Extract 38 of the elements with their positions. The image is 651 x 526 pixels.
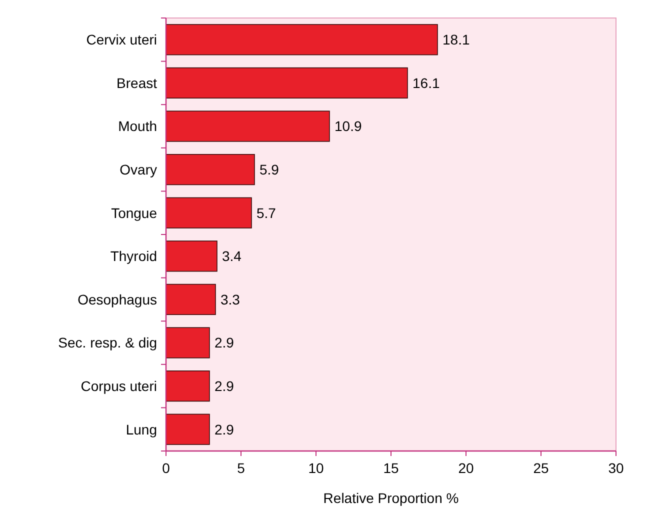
y-tick-label: Cervix uteri <box>86 32 157 48</box>
bar <box>166 327 210 358</box>
y-tick-label: Breast <box>116 74 158 91</box>
bar <box>166 197 252 228</box>
x-tick-label: 10 <box>308 460 324 476</box>
y-tick-label: Mouth <box>118 118 157 134</box>
data-label: 5.7 <box>256 204 276 221</box>
bar <box>166 154 255 186</box>
x-tick-label: 30 <box>608 460 624 476</box>
x-axis-title: Relative Proportion % <box>323 490 459 506</box>
data-label: 10.9 <box>334 118 362 134</box>
bar <box>166 370 210 402</box>
bar <box>166 110 330 142</box>
data-label: 16.1 <box>412 74 440 91</box>
y-tick-label: Sec. resp. & dig <box>58 334 157 351</box>
y-tick-label: Corpus uteri <box>80 378 157 394</box>
bar <box>166 240 218 272</box>
bar <box>166 67 408 99</box>
x-tick-label: 15 <box>383 460 399 476</box>
bar <box>166 284 216 316</box>
x-tick-label: 25 <box>533 460 549 476</box>
y-tick-label: Oesophagus <box>78 291 157 308</box>
data-label: 3.3 <box>220 291 240 308</box>
data-label: 5.9 <box>260 161 280 178</box>
x-tick-label: 0 <box>162 460 170 476</box>
data-label: 18.1 <box>442 32 470 48</box>
bar <box>166 24 438 56</box>
bar <box>166 414 210 445</box>
y-tick-label: Ovary <box>120 161 157 178</box>
y-tick-label: Tongue <box>111 204 158 221</box>
data-label: 2.9 <box>214 334 234 351</box>
data-label: 3.4 <box>222 248 242 264</box>
data-label: 2.9 <box>214 378 234 394</box>
y-tick-label: Thyroid <box>110 248 157 264</box>
y-tick-label: Lung <box>126 421 157 438</box>
data-label: 2.9 <box>214 421 234 438</box>
x-tick-label: 20 <box>458 460 474 476</box>
x-tick-label: 5 <box>237 460 246 476</box>
